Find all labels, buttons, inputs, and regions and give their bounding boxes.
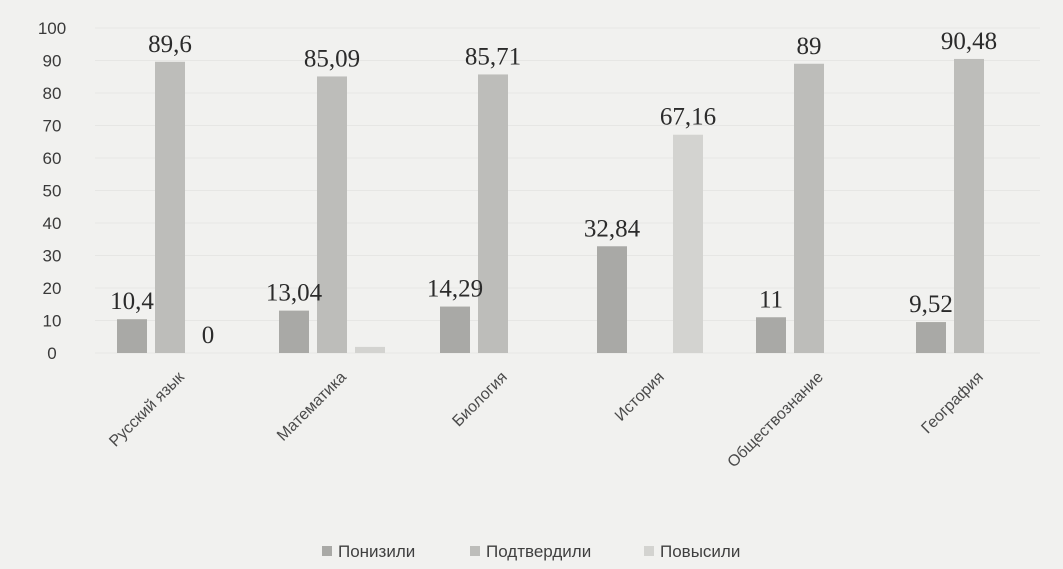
bar-0-2 — [440, 306, 470, 353]
legend-label: Подтвердили — [486, 542, 591, 561]
bar-1-0 — [155, 61, 185, 354]
data-label: 85,09 — [304, 45, 360, 72]
data-label: 13,04 — [266, 280, 323, 307]
bar-2-3 — [673, 134, 703, 353]
legend-label: Понизили — [338, 542, 415, 561]
legend-label: Повысили — [660, 542, 740, 561]
bar-0-5 — [916, 322, 946, 353]
bar-1-1 — [317, 76, 347, 354]
data-label: 10,4 — [110, 288, 154, 315]
data-label: 89,6 — [148, 31, 192, 58]
data-label: 0 — [202, 322, 215, 349]
data-label: 11 — [759, 286, 783, 313]
category-label: Русский язык — [106, 368, 188, 450]
data-label: 90,48 — [941, 28, 997, 55]
category-label: Биология — [449, 369, 510, 430]
data-label: 32,84 — [584, 215, 641, 242]
category-label: Обществознание — [725, 369, 827, 471]
data-label: 85,71 — [465, 43, 521, 70]
category-label: Математика — [274, 369, 350, 445]
bar-1-5 — [954, 58, 984, 353]
bar-0-0 — [117, 319, 147, 353]
data-label: 14,29 — [427, 276, 483, 303]
y-tick-label: 70 — [43, 117, 62, 136]
y-tick-label: 40 — [43, 214, 62, 233]
data-label: 67,16 — [660, 104, 716, 131]
y-tick-label: 20 — [43, 279, 62, 298]
category-label: История — [612, 369, 668, 425]
category-label: География — [918, 369, 986, 437]
bar-0-3 — [597, 246, 627, 353]
y-tick-label: 50 — [43, 182, 62, 201]
y-tick-label: 90 — [43, 52, 62, 71]
legend-swatch-0 — [322, 546, 332, 556]
legend-swatch-2 — [644, 546, 654, 556]
y-tick-label: 0 — [47, 344, 56, 363]
bar-1-2 — [478, 74, 508, 353]
bar-0-4 — [756, 317, 786, 353]
bar-2-1 — [355, 346, 385, 353]
bar-0-1 — [279, 310, 309, 353]
y-tick-label: 80 — [43, 84, 62, 103]
legend-swatch-1 — [470, 546, 480, 556]
y-tick-label: 30 — [43, 247, 62, 266]
data-label: 89 — [797, 33, 822, 60]
y-tick-label: 60 — [43, 149, 62, 168]
bar-1-4 — [794, 63, 824, 353]
y-tick-label: 10 — [43, 312, 62, 331]
data-label: 9,52 — [909, 291, 953, 318]
y-tick-label: 100 — [38, 19, 66, 38]
